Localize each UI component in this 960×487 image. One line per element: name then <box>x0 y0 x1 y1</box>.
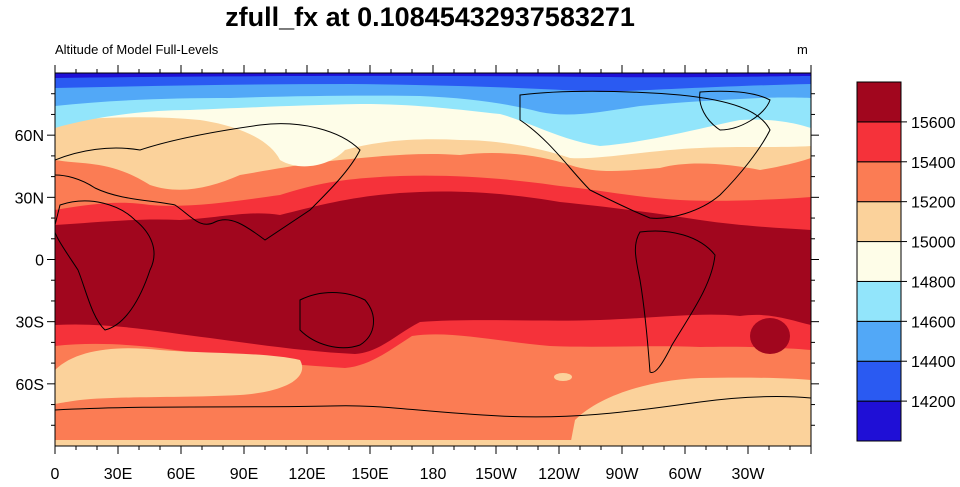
band-south-15000-spot <box>554 373 572 381</box>
y-tick-label: 30N <box>15 190 44 207</box>
contour-fill <box>55 73 811 446</box>
x-tick-label: 150E <box>351 466 388 483</box>
colorbar-label: 14200 <box>911 394 956 411</box>
y-tick-label: 60N <box>15 128 44 145</box>
colorbar-label: 15000 <box>911 235 956 252</box>
colorbar-label: 15200 <box>911 195 956 212</box>
colorbar-swatch <box>856 201 902 243</box>
y-tick-label: 60S <box>16 377 44 394</box>
coast-antarctica <box>55 396 811 418</box>
colorbar-label: 14800 <box>911 274 956 291</box>
colorbar-swatch <box>856 241 902 282</box>
x-tick-label: 60W <box>669 466 703 483</box>
x-tick-label: 120E <box>288 466 325 483</box>
band-south-15000-15200-west <box>55 348 303 404</box>
x-tick-label: 0 <box>51 466 60 483</box>
colorbar-swatch <box>856 400 902 442</box>
colorbar-swatch <box>856 121 902 163</box>
coast-eurasia <box>55 123 361 241</box>
x-tick-label: 30E <box>104 466 132 483</box>
units-label: m <box>797 42 808 57</box>
colorbar-label: 14600 <box>911 314 956 331</box>
band-north-below-14200 <box>55 73 811 78</box>
x-tick-label: 60E <box>167 466 195 483</box>
y-tick-label: 30S <box>16 315 44 332</box>
coast-north-america <box>519 90 771 219</box>
x-axis: 0 30E 60E 90E 120E 150E 180 150W 120W 90W 60W 30W <box>51 65 812 483</box>
x-tick-label: 120W <box>538 466 581 483</box>
x-tick-label: 180 <box>420 466 447 483</box>
left-subtitle: Altitude of Model Full-Levels <box>55 42 219 57</box>
band-south-15000-15200-strip <box>55 440 811 446</box>
y-tick-label: 0 <box>35 253 44 270</box>
coast-australia <box>299 292 374 349</box>
x-tick-label: 90E <box>230 466 258 483</box>
coast-greenland <box>699 90 771 131</box>
x-tick-label: 150W <box>475 466 518 483</box>
coast-south-america <box>634 230 716 374</box>
chart-title: zfull_fx at 0.10845432937583271 <box>225 2 635 32</box>
colorbar-swatch <box>856 81 902 123</box>
band-south-15000-15200-east <box>570 377 811 446</box>
colorbar-swatch <box>856 280 902 322</box>
colorbar: 14200 14400 14600 14800 15000 15200 15400 15600 <box>856 81 956 442</box>
band-south-15600-spot <box>750 318 790 354</box>
x-tick-label: 30W <box>732 466 766 483</box>
colorbar-swatch <box>856 161 902 203</box>
colorbar-label: 14400 <box>911 354 956 371</box>
coast-africa <box>55 200 155 331</box>
y-axis: 60N 30N 0 30S 60S <box>15 93 819 426</box>
band-north-14200-14400 <box>55 73 811 92</box>
colorbar-label: 15600 <box>911 115 956 132</box>
colorbar-label: 15400 <box>911 155 956 172</box>
colorbar-swatch <box>856 320 902 362</box>
colorbar-swatch <box>856 360 902 402</box>
coastlines <box>55 90 811 418</box>
x-tick-label: 90W <box>606 466 640 483</box>
